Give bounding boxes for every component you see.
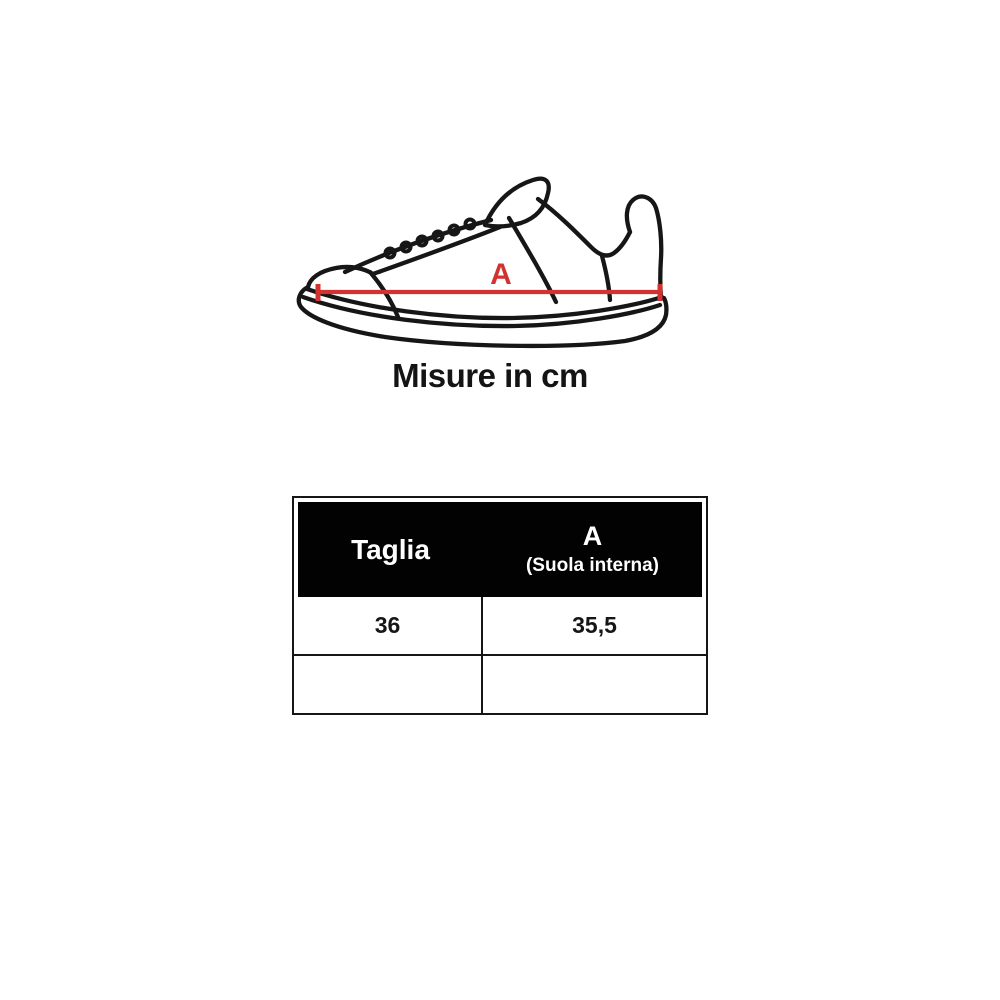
shoe-laces <box>383 217 477 260</box>
size-table-header: Taglia A (Suola interna) <box>298 502 702 597</box>
shoe-toe-cap-line <box>305 264 376 290</box>
cell-taglia: 36 <box>294 597 483 654</box>
table-row <box>294 656 706 713</box>
table-row: 36 35,5 <box>294 597 706 656</box>
shoe-toe-seam-line <box>367 269 401 320</box>
shoe-collar-line <box>535 196 633 258</box>
cell-suola-interna <box>483 656 706 713</box>
shoe-sole-seam-line <box>300 294 663 329</box>
header-a-subtitle: (Suola interna) <box>525 554 659 576</box>
caption-misure-in-cm: Misure in cm <box>392 357 588 394</box>
shoe-diagram: A <box>295 163 685 363</box>
header-cell-suola-interna: A (Suola interna) <box>483 522 702 576</box>
size-table: Taglia A (Suola interna) 36 35,5 <box>292 496 708 715</box>
shoe-tongue-outline <box>482 176 551 229</box>
shoe-heel-seam-line <box>599 253 613 303</box>
shoe-vamp-edge-line <box>370 224 503 277</box>
shoe-heel-tab-outline <box>624 194 664 300</box>
shoe-quarter-seam-line <box>506 215 559 305</box>
header-a-title: A <box>582 521 603 552</box>
measurement-label-a: A <box>490 258 512 291</box>
header-cell-taglia: Taglia <box>351 533 430 565</box>
cell-suola-interna: 35,5 <box>572 612 617 638</box>
cell-taglia <box>294 656 483 713</box>
shoe-sole-top-line <box>304 286 665 321</box>
shoe-sole-bottom-outline <box>296 284 669 349</box>
